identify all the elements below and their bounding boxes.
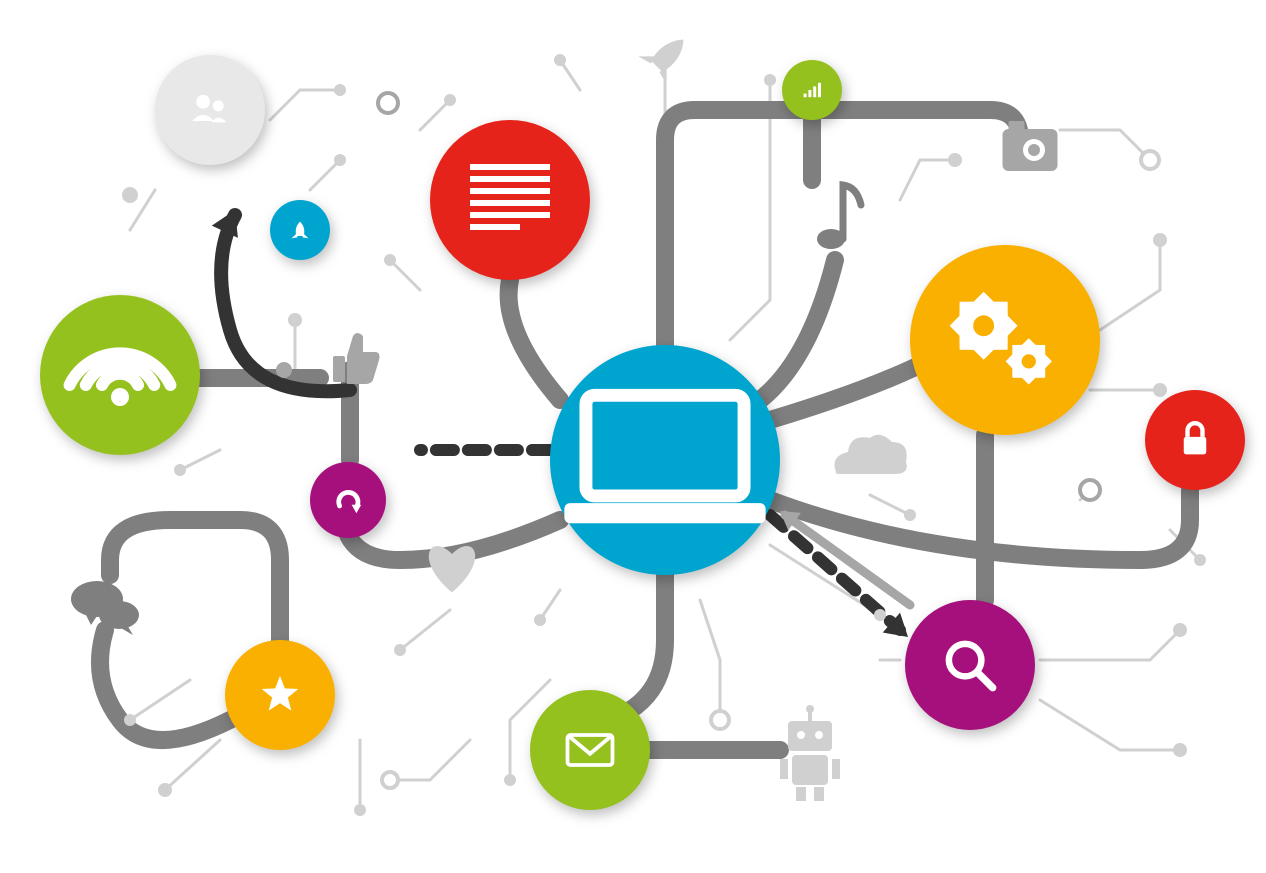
music-icon [817, 185, 861, 249]
circuit-trace [1040, 700, 1180, 750]
circuit-node [124, 714, 136, 726]
circuit-node [354, 804, 366, 816]
circuit-node [948, 153, 962, 167]
circuit-trace [180, 450, 220, 470]
circuit-node [122, 187, 138, 203]
circuit-trace [1100, 240, 1160, 330]
circuit-node [174, 464, 186, 476]
circuit-trace [270, 90, 340, 120]
circuit-node [504, 774, 516, 786]
circuit-node [711, 711, 729, 729]
node-signal [782, 60, 842, 120]
circuit-trace [1040, 630, 1180, 660]
circuit-node [1173, 743, 1187, 757]
node-mail [530, 690, 650, 810]
circuit-node [764, 74, 776, 86]
node-laptop [550, 345, 780, 575]
circuit-node [1080, 480, 1100, 500]
node-lock [1145, 390, 1245, 490]
circuit-node [1153, 233, 1167, 247]
node-document [430, 120, 590, 280]
circuit-node [1141, 151, 1159, 169]
circuit-node [384, 254, 396, 266]
node-wifi [40, 295, 200, 455]
node-star [225, 640, 335, 750]
node-rocket [270, 200, 330, 260]
circuit-node [288, 313, 302, 327]
circuit-node [904, 509, 916, 521]
circuit-node [334, 154, 346, 166]
circuit-node [1194, 554, 1206, 566]
circuit-node [1153, 383, 1167, 397]
circuit-node [534, 614, 546, 626]
circuit-trace [900, 160, 955, 200]
thumbs-up-icon [333, 333, 380, 384]
circuit-trace [390, 740, 470, 780]
circuit-trace [310, 160, 340, 190]
node-search [905, 600, 1035, 730]
node-refresh [310, 462, 386, 538]
node-people [155, 55, 265, 165]
circuit-trace [700, 600, 720, 720]
circuit-node [276, 362, 292, 378]
rocket-faded-icon [638, 25, 697, 84]
circuit-node [444, 94, 456, 106]
connector [100, 630, 230, 740]
circuit-node [1173, 623, 1187, 637]
circuit-node [382, 772, 398, 788]
camera-icon [1003, 121, 1058, 171]
circuit-trace [420, 100, 450, 130]
network-diagram [0, 0, 1266, 873]
circuit-trace [400, 610, 450, 650]
node-gears [910, 245, 1100, 435]
circuit-node [874, 609, 886, 621]
circuit-trace [130, 680, 190, 720]
connector [509, 280, 560, 400]
circuit-node [158, 783, 172, 797]
circuit-node [394, 644, 406, 656]
robot-icon [780, 705, 840, 801]
circuit-node [378, 93, 398, 113]
circuit-node [554, 54, 566, 66]
circuit-node [334, 84, 346, 96]
circuit-trace [1060, 130, 1150, 160]
circuit-trace [390, 260, 420, 290]
circuit-trace [870, 495, 910, 515]
cloud-icon [835, 435, 907, 474]
